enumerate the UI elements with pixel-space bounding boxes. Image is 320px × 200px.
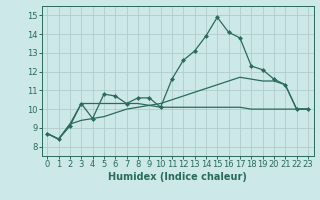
X-axis label: Humidex (Indice chaleur): Humidex (Indice chaleur) [108,172,247,182]
